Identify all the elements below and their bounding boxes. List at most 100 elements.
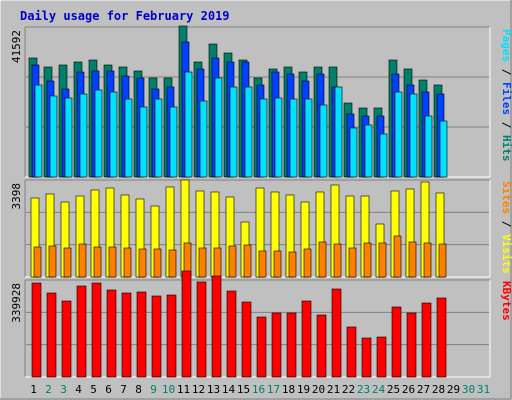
day-label: 31 xyxy=(477,383,490,396)
day-label: 8 xyxy=(135,383,142,396)
pages-bar xyxy=(49,95,58,178)
sites-bar xyxy=(63,247,72,278)
legend-separator: / xyxy=(500,214,512,234)
sites-bar xyxy=(138,248,147,278)
kbytes-bar xyxy=(436,297,447,378)
pages-bar xyxy=(244,86,253,178)
pages-bar xyxy=(304,98,313,178)
day-label: 27 xyxy=(417,383,430,396)
day-label: 13 xyxy=(207,383,220,396)
sites-bar xyxy=(93,246,102,278)
pages-bar xyxy=(364,124,373,178)
day-label: 10 xyxy=(162,383,175,396)
sites-bar xyxy=(228,245,237,278)
day-label: 12 xyxy=(192,383,205,396)
sites-bar xyxy=(378,242,387,278)
pages-bar xyxy=(139,106,148,178)
kbytes-bar xyxy=(91,282,102,378)
panel-1: 41592 Pages / Files / Hits xyxy=(10,25,512,178)
sites-bar xyxy=(108,246,117,278)
pages-bar xyxy=(394,91,403,178)
kbytes-bar xyxy=(331,288,342,378)
legend-sites: Sites xyxy=(500,181,512,214)
day-label: 26 xyxy=(402,383,415,396)
day-label: 9 xyxy=(150,383,157,396)
sites-bar xyxy=(78,243,87,278)
panel-2-max-label: 3398 xyxy=(10,183,23,210)
day-label: 6 xyxy=(105,383,112,396)
pages-bar xyxy=(334,86,343,178)
day-label: 15 xyxy=(237,383,250,396)
sites-bar xyxy=(318,241,327,278)
legend-visits: Visits xyxy=(500,234,512,274)
day-label: 4 xyxy=(75,383,82,396)
kbytes-bar xyxy=(151,295,162,378)
sites-bar xyxy=(273,250,282,278)
pages-bar xyxy=(94,89,103,178)
panel-1-max-label: 41592 xyxy=(10,30,23,63)
sites-bar xyxy=(33,246,42,278)
pages-bar xyxy=(124,98,133,178)
day-label: 2 xyxy=(45,383,52,396)
legend-hits: Hits xyxy=(500,135,512,162)
kbytes-bar xyxy=(136,291,147,378)
kbytes-bar xyxy=(31,282,42,378)
sites-bar xyxy=(303,248,312,278)
day-label: 20 xyxy=(312,383,325,396)
panel-3-legend: KBytes xyxy=(500,281,512,321)
day-label: 21 xyxy=(327,383,340,396)
day-label: 24 xyxy=(372,383,386,396)
kbytes-bar xyxy=(121,292,132,378)
panel-3-max-label: 339928 xyxy=(10,283,23,323)
panel-3: 339928 KBytes xyxy=(10,270,512,378)
kbytes-bar xyxy=(316,314,327,378)
day-label: 17 xyxy=(267,383,280,396)
sites-bar xyxy=(408,241,417,278)
kbytes-bar xyxy=(361,337,372,378)
kbytes-bar xyxy=(76,285,87,378)
day-label: 16 xyxy=(252,383,265,396)
day-label: 22 xyxy=(342,383,355,396)
sites-bar xyxy=(168,249,177,278)
sites-bar xyxy=(48,245,57,278)
day-label: 29 xyxy=(447,383,460,396)
kbytes-bar xyxy=(406,312,417,378)
pages-bar xyxy=(379,133,388,178)
sites-bar xyxy=(438,243,447,278)
kbytes-bar xyxy=(286,312,297,378)
pages-bar xyxy=(184,71,193,178)
day-labels: 1 2 3 4 5 6 7 8 9 10 11 12 13 14 15 16 17 18 19 20 21 22 23 24 2… xyxy=(30,383,490,396)
day-label: 23 xyxy=(357,383,370,396)
pages-bar xyxy=(439,120,448,178)
day-label: 5 xyxy=(90,383,97,396)
kbytes-bar xyxy=(166,294,177,378)
pages-bar xyxy=(64,97,73,178)
kbytes-bar xyxy=(256,316,267,378)
legend-kbytes: KBytes xyxy=(500,281,512,321)
sites-bar xyxy=(333,243,342,278)
pages-bar xyxy=(349,127,358,178)
pages-bar xyxy=(214,77,223,178)
kbytes-bar xyxy=(301,300,312,378)
kbytes-bar xyxy=(46,292,57,378)
legend-files: Files xyxy=(500,82,512,115)
kbytes-bar xyxy=(346,326,357,378)
pages-bar xyxy=(199,100,208,178)
sites-bar xyxy=(423,242,432,278)
pages-bar xyxy=(154,98,163,178)
legend-separator: / xyxy=(500,115,512,135)
kbytes-bar xyxy=(181,270,192,378)
sites-bar xyxy=(243,244,252,278)
kbytes-bar xyxy=(391,306,402,378)
kbytes-bar xyxy=(241,301,252,378)
sites-bar xyxy=(363,242,372,278)
chart-title: Daily usage for February 2019 xyxy=(20,9,230,23)
kbytes-bar xyxy=(376,336,387,378)
kbytes-bar xyxy=(421,302,432,378)
panel-2-legend: Sites / Visits xyxy=(500,181,512,274)
panel-1-legend: Pages / Files / Hits xyxy=(500,29,512,162)
sites-bar xyxy=(153,248,162,278)
pages-bar xyxy=(109,91,118,178)
kbytes-bar xyxy=(106,289,117,378)
pages-bar xyxy=(289,98,298,178)
